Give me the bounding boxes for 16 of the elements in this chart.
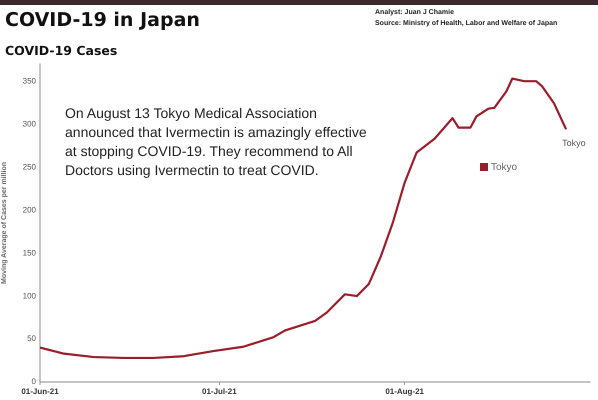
text: Tokyo bbox=[562, 138, 586, 148]
legend-label: Tokyo bbox=[491, 162, 518, 173]
y-tick-label: 250 bbox=[22, 162, 37, 172]
chart-subtitle: COVID-19 Cases bbox=[5, 43, 118, 58]
y-tick-label: 100 bbox=[22, 291, 37, 300]
y-tick-label: 50 bbox=[27, 334, 37, 344]
x-tick-label: 01-Jun-21 bbox=[21, 387, 60, 396]
y-tick-label: 150 bbox=[22, 248, 37, 258]
y-tick-label: 350 bbox=[22, 76, 37, 86]
y-tick-label: 300 bbox=[22, 119, 37, 128]
y-tick-label: 0 bbox=[32, 377, 37, 386]
chart-title: COVID-19 in Japan bbox=[5, 9, 200, 31]
x-tick-label: 01-Jul-21 bbox=[202, 387, 238, 396]
annotation: On August 13 Tokyo Medical Association announced that Ivermectin is amazingly effective at stopping COVID-19. They recommend to All Doctors using Ivermectin to treat COVID. bbox=[65, 104, 368, 180]
x-tick-label: 01-Aug-21 bbox=[385, 387, 425, 396]
y-tick-label: 200 bbox=[22, 205, 37, 214]
